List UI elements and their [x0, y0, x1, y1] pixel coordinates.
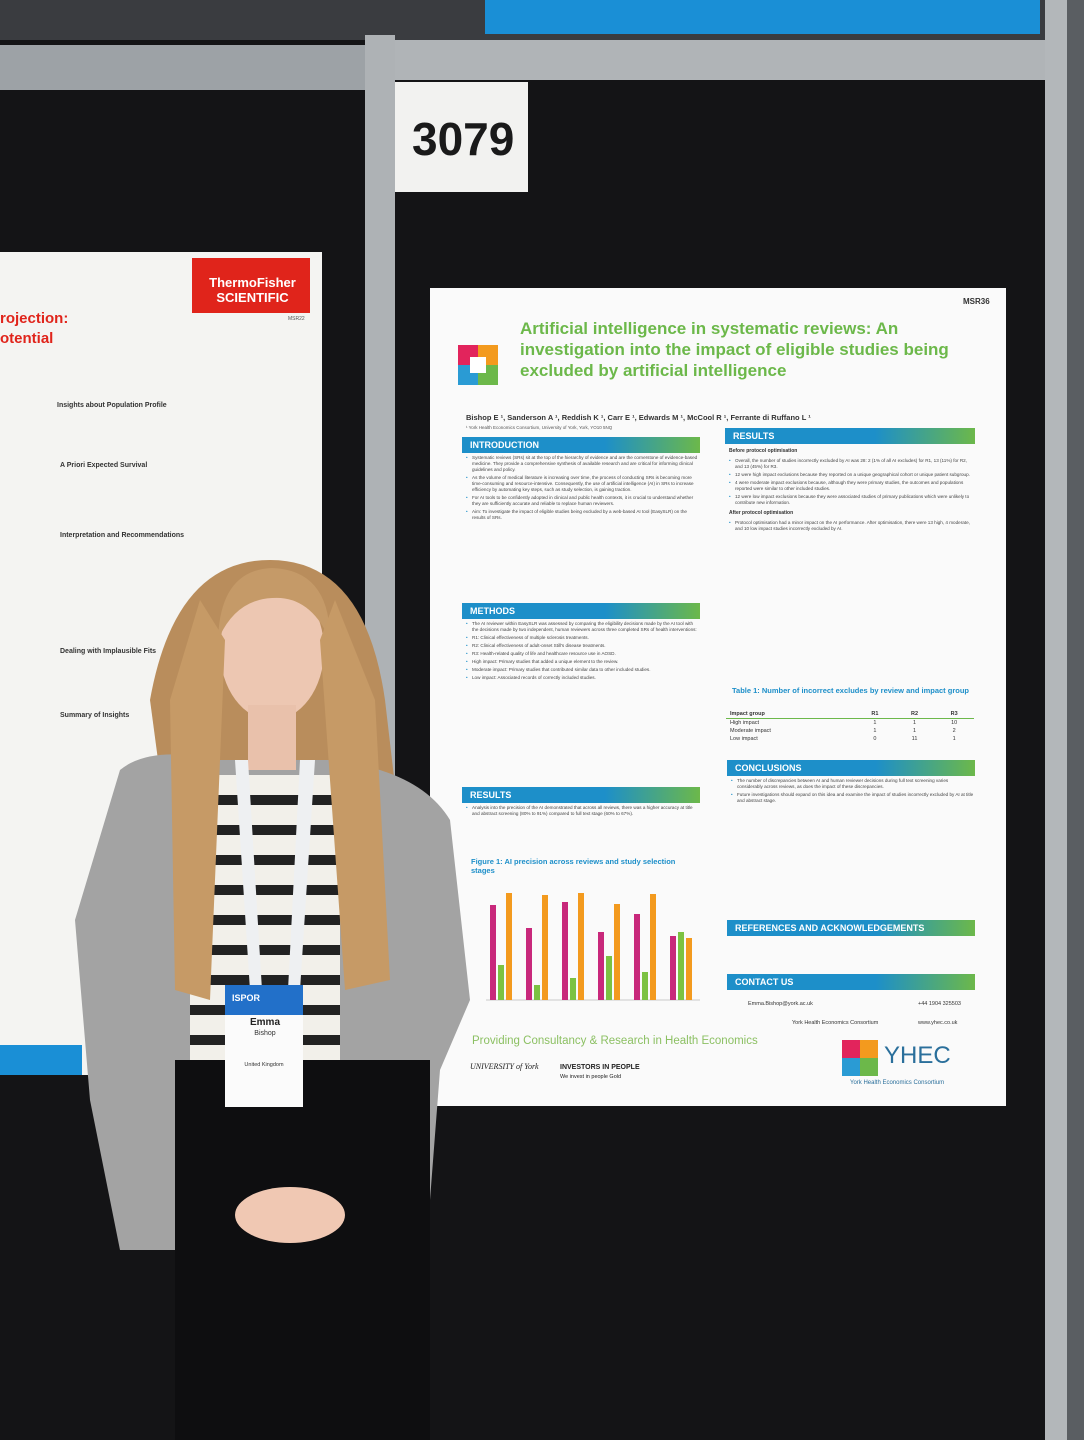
logo: UNIVERSITY of York — [470, 1062, 539, 1071]
references-block: REFERENCES AND ACKNOWLEDGEMENTS — [727, 920, 975, 936]
table-row: Moderate impact 1 1 2 — [726, 727, 974, 735]
bullet: 4 were moderate impact exclusions becaus… — [735, 480, 975, 492]
section-heading: INTRODUCTION — [462, 437, 700, 453]
cell: Moderate impact — [730, 728, 771, 734]
logo: We invest in people Gold — [560, 1074, 622, 1080]
header-cell: R3 — [950, 711, 958, 717]
poster-code: MSR22 — [288, 316, 305, 322]
header-cell: R2 — [911, 711, 919, 717]
cell: 1 — [873, 720, 877, 726]
contact-block: CONTACT US — [727, 974, 975, 990]
logo: ThermoFisher SCIENTIFIC — [209, 275, 296, 305]
cell: 2 — [952, 728, 956, 734]
bullet: Low impact: Associated records of correc… — [472, 675, 700, 681]
logo: YHEC — [884, 1042, 951, 1069]
table: Impact group R1 R2 R3 High impact 1 1 10 Moderat… — [726, 710, 974, 743]
authors: Bishop E ¹, Sanderson A ¹, Reddish K ¹, … — [466, 413, 811, 422]
cell: 10 — [951, 720, 958, 726]
bullet: The number of discrepancies between AI a… — [737, 778, 975, 790]
cell: 1 — [913, 720, 917, 726]
phone: +44 1904 325503 — [918, 1001, 961, 1007]
section: INTRODUCTION Systematic reviews (SRs) sit… — [462, 437, 700, 523]
section-heading: Dealing with Implausible Fits — [60, 648, 157, 655]
conclusions-block: CONCLUSIONS The number of discrepancies … — [727, 760, 975, 806]
bullet: For AI tools to be confidently adopted i… — [472, 495, 700, 507]
section-heading: CONTACT US — [727, 974, 975, 990]
bullet: Aim: To investigate the impact of eligib… — [472, 509, 700, 521]
bullet: Protocol optimisation had a minor impact… — [735, 520, 975, 532]
section-heading: REFERENCES AND ACKNOWLEDGEMENTS — [727, 920, 975, 936]
badge-name: Emma — [249, 1017, 280, 1028]
cell: 1 — [952, 736, 956, 742]
bullet: Analysis into the precision of the AI de… — [472, 805, 700, 817]
section-heading: RESULTS — [462, 787, 700, 803]
badge-event: ISPOR — [232, 993, 261, 1003]
badge-name: Bishop — [254, 1030, 276, 1037]
section-heading: METHODS — [462, 603, 700, 619]
bullet: As the volume of medical literature is i… — [472, 475, 700, 493]
bullet: Future investigations should expand on t… — [737, 792, 975, 804]
cell: 0 — [873, 736, 877, 742]
subheading: After protocol optimisation — [729, 510, 794, 516]
figure-title: Figure 1: AI precision across reviews an… — [471, 857, 676, 875]
table-row: Low impact 0 11 1 — [726, 735, 974, 743]
bullet: R1: Clinical effectiveness of multiple s… — [472, 635, 700, 641]
badge-country: United Kingdom — [244, 1062, 284, 1068]
section-heading: RESULTS — [725, 428, 975, 444]
logo: York Health Economics Consortium — [850, 1080, 945, 1086]
poster-title: Artificial intelligence in systematic re… — [520, 319, 949, 380]
cell: 1 — [873, 728, 877, 734]
title-fragment: otential — [0, 330, 54, 347]
cell: High impact — [730, 720, 760, 726]
cell: Low impact — [730, 736, 758, 742]
board-number: 3079 — [412, 113, 515, 165]
header-cell: R1 — [871, 711, 879, 717]
table-title: Table 1: Number of incorrect excludes by… — [732, 686, 970, 695]
results-block: RESULTS Before protocol optimisation Ove… — [725, 428, 975, 534]
org: York Health Economics Consortium — [792, 1020, 879, 1026]
tagline: Providing Consultancy & Research in Heal… — [472, 1035, 758, 1047]
header-cell: Impact group — [730, 711, 765, 717]
section-heading: CONCLUSIONS — [727, 760, 975, 776]
subheading: Before protocol optimisation — [729, 448, 798, 454]
table-row: High impact 1 1 10 — [726, 719, 974, 728]
cell: 11 — [911, 736, 918, 742]
section-heading: Insights about Population Profile — [57, 402, 167, 409]
bullet: Overall, the number of studies incorrect… — [735, 458, 975, 470]
bullet: Systematic reviews (SRs) sit at the top … — [472, 455, 700, 473]
email: Emma.Bishop@york.ac.uk — [748, 1001, 813, 1007]
bullet: 12 were high impact exclusions because t… — [735, 472, 975, 478]
section: METHODS The AI reviewer within EasySLR wa… — [462, 603, 700, 683]
cell: 1 — [913, 728, 917, 734]
bullet: R3: Health-related quality of life and h… — [472, 651, 700, 657]
section-heading: A Priori Expected Survival — [60, 462, 148, 469]
section-heading: Interpretation and Recommendations — [60, 532, 185, 539]
title-fragment: rojection: — [0, 310, 69, 327]
bullet: Moderate impact: Primary studies that co… — [472, 667, 700, 673]
poster-code: MSR36 — [963, 297, 990, 306]
website: www.yhec.co.uk — [918, 1020, 958, 1026]
bullet: R2: Clinical effectiveness of adult-onse… — [472, 643, 700, 649]
section: RESULTS Analysis into the precision of th… — [462, 787, 700, 819]
affiliation: ¹ York Health Economics Consortium, Univ… — [466, 425, 613, 430]
bullet: 12 were low impact exclusions because th… — [735, 494, 975, 506]
table-header: Impact group R1 R2 R3 — [726, 710, 974, 719]
section-heading: Summary of Insights — [60, 712, 130, 719]
bullet: The AI reviewer within EasySLR was asses… — [472, 621, 700, 633]
bullet: High impact: Primary studies that added … — [472, 659, 700, 665]
logo: INVESTORS IN PEOPLE — [560, 1064, 640, 1071]
